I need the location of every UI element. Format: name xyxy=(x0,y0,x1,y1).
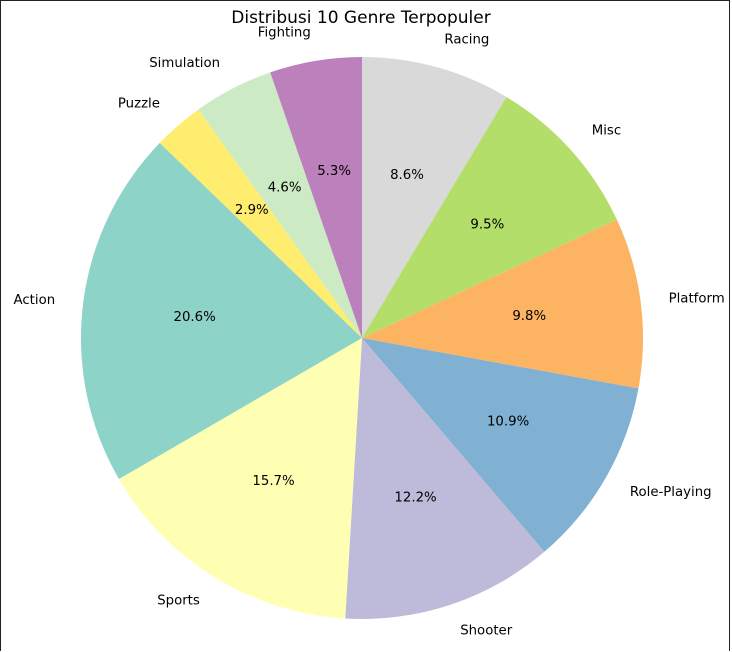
pie-slice-misc xyxy=(362,96,617,339)
percent-label-platform: 9.8% xyxy=(512,309,546,324)
pie-slices xyxy=(81,57,643,619)
pie-slice-simulation xyxy=(198,72,362,338)
category-label-shooter: Shooter xyxy=(460,624,513,639)
pie-slice-puzzle xyxy=(159,109,362,338)
pie-slice-sports xyxy=(118,338,362,619)
category-labels: Racing Misc Platform Role-Playing Shooter Spo… xyxy=(13,26,724,639)
category-label-role-playing: Role-Playing xyxy=(630,485,712,500)
pie-slice-fighting xyxy=(270,57,362,338)
pie-slice-role-playing xyxy=(362,338,639,552)
pie-slice-platform xyxy=(362,219,643,389)
percent-label-racing: 8.6% xyxy=(390,168,424,183)
percent-label-simulation: 4.6% xyxy=(268,181,302,196)
percent-label-sports: 15.7% xyxy=(252,474,294,489)
percent-label-puzzle: 2.9% xyxy=(235,203,269,218)
category-label-misc: Misc xyxy=(592,124,621,139)
pie-slice-shooter xyxy=(345,338,545,619)
percent-label-fighting: 5.3% xyxy=(317,164,351,179)
category-label-action: Action xyxy=(13,293,55,308)
percent-label-role-playing: 10.9% xyxy=(487,415,529,430)
category-label-simulation: Simulation xyxy=(149,56,220,71)
category-label-racing: Racing xyxy=(444,33,489,48)
percent-label-shooter: 12.2% xyxy=(394,490,436,505)
category-label-sports: Sports xyxy=(157,594,200,609)
percent-label-misc: 9.5% xyxy=(470,218,504,233)
category-label-puzzle: Puzzle xyxy=(118,97,160,112)
category-label-fighting: Fighting xyxy=(258,26,311,41)
percent-labels: 8.6% 9.5% 9.8% 10.9% 12.2% 15.7% 20.6% 2.9% 4.6%… xyxy=(174,164,547,505)
pie-slice-action xyxy=(81,142,362,480)
percent-label-action: 20.6% xyxy=(174,310,216,325)
pie-slice-racing xyxy=(362,57,507,338)
category-label-platform: Platform xyxy=(669,291,725,306)
chart-title: Distribusi 10 Genre Terpopuler xyxy=(231,8,490,28)
